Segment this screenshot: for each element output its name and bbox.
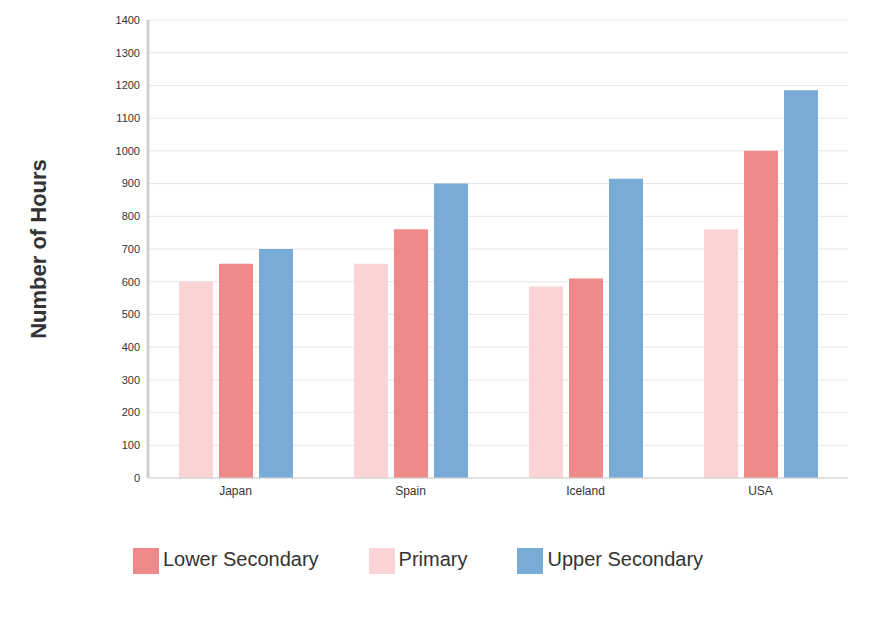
svg-text:600: 600 <box>122 276 140 288</box>
svg-text:400: 400 <box>122 341 140 353</box>
svg-text:200: 200 <box>122 406 140 418</box>
svg-text:1100: 1100 <box>116 112 140 124</box>
svg-text:900: 900 <box>122 177 140 189</box>
html-text:Primary: Primary <box>398 548 468 571</box>
svg-text:1300: 1300 <box>116 47 140 59</box>
svg-text:USA: USA <box>748 484 773 498</box>
html-text:Upper Secondary: Upper Secondary <box>547 548 704 571</box>
svg-text:100: 100 <box>122 439 140 451</box>
svg-text:1400: 1400 <box>116 14 140 26</box>
svg-text:Japan: Japan <box>219 484 252 498</box>
svg-text:800: 800 <box>122 210 140 222</box>
svg-text:Iceland: Iceland <box>566 484 605 498</box>
svg-text:Spain: Spain <box>395 484 426 498</box>
svg-text:1000: 1000 <box>116 145 140 157</box>
svg-text:Number of Hours: Number of Hours <box>26 159 51 339</box>
svg-text:500: 500 <box>122 308 140 320</box>
svg-text:300: 300 <box>122 374 140 386</box>
svg-text:1200: 1200 <box>116 79 140 91</box>
svg-text:700: 700 <box>122 243 140 255</box>
svg-text:0: 0 <box>134 472 140 484</box>
html-text:Lower Secondary: Lower Secondary <box>162 548 319 571</box>
